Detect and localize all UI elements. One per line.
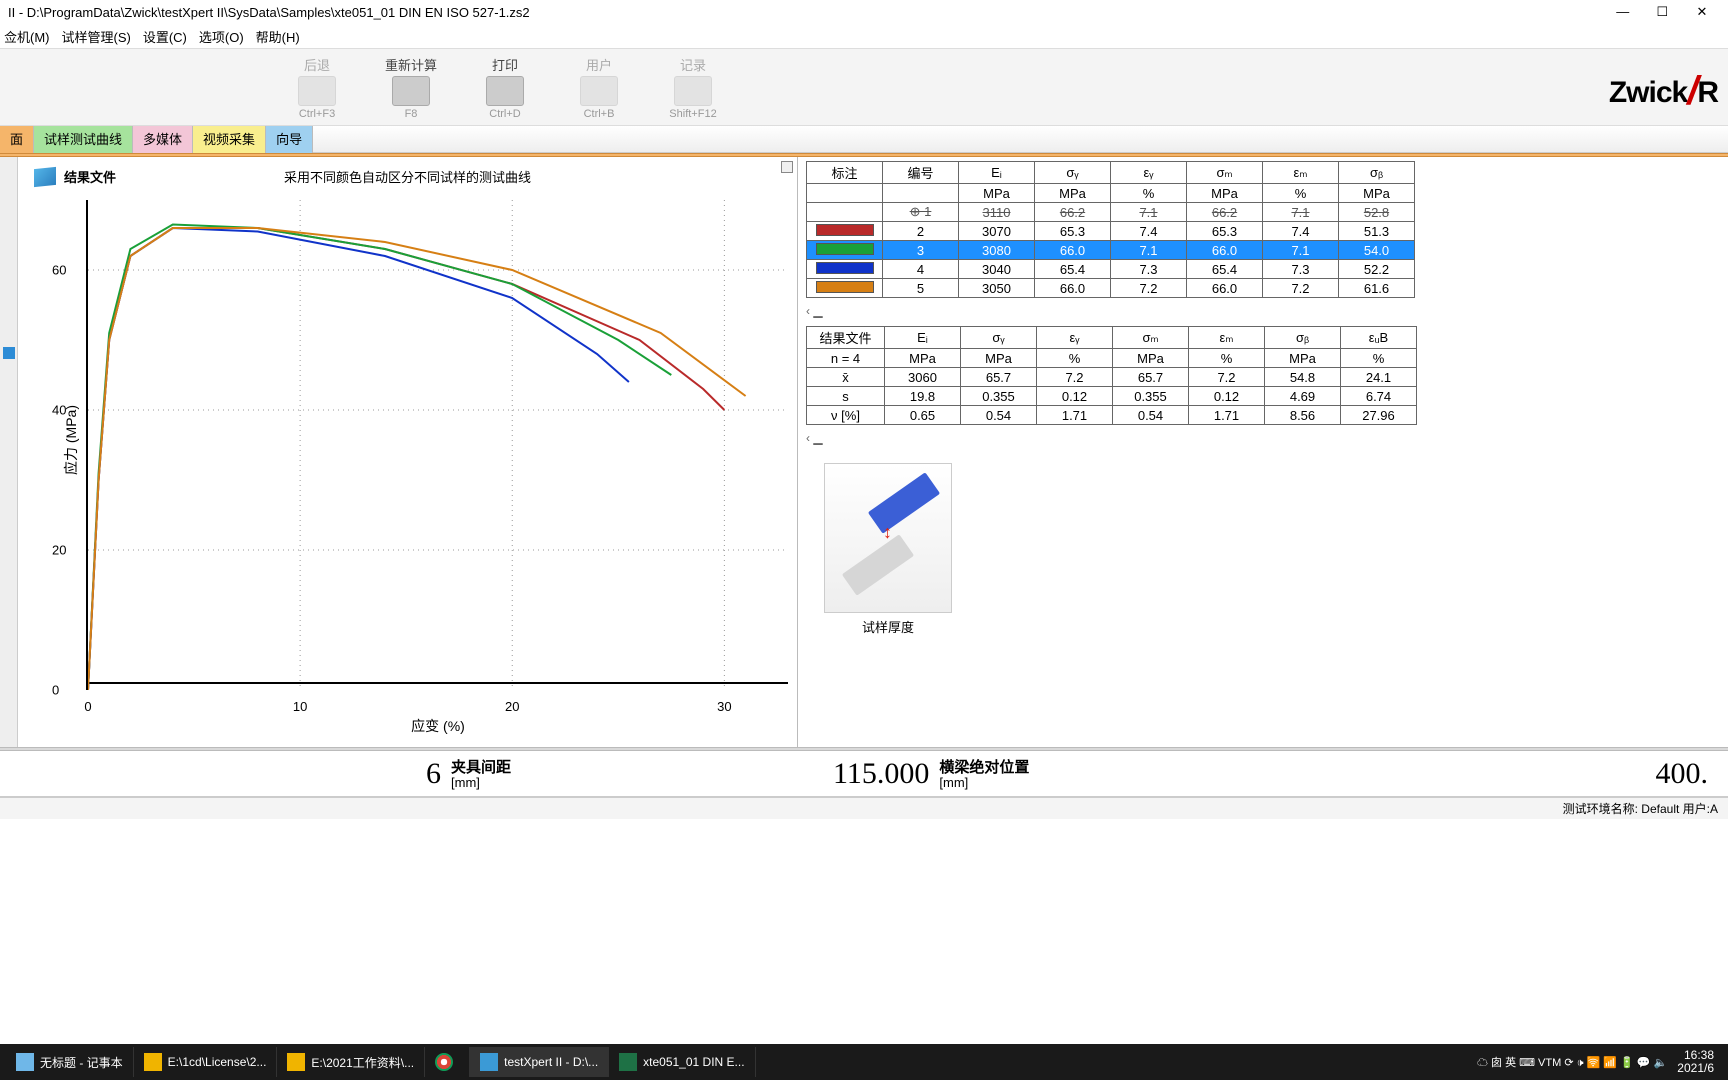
menu-item[interactable]: 设置(C) xyxy=(143,27,187,46)
x-tick-label: 30 xyxy=(717,699,731,714)
taskbar-item[interactable]: E:\1cd\License\2... xyxy=(134,1047,278,1077)
x-tick-label: 20 xyxy=(505,699,519,714)
toolbar-button: 用户Ctrl+B xyxy=(552,55,646,120)
tab[interactable]: 面 xyxy=(0,126,34,153)
tab[interactable]: 视频采集 xyxy=(193,126,266,153)
status-text: 测试环境名称: Default 用户:A xyxy=(1563,802,1718,816)
marker-icon xyxy=(3,347,15,359)
grip-distance-label: 夹具间距 xyxy=(451,760,511,777)
table-row[interactable]: 5305066.07.266.07.261.6 xyxy=(807,279,1415,298)
y-axis xyxy=(80,200,88,690)
table-row[interactable]: ⊕ 1311066.27.166.27.152.8 xyxy=(807,203,1415,222)
toolbar-button: 记录Shift+F12 xyxy=(646,55,740,120)
chart-plot: 应力 (MPa) 应变 (%) 0204060 0102030 xyxy=(88,200,788,720)
specimen-bottom-icon xyxy=(842,534,914,595)
tab[interactable]: 试样测试曲线 xyxy=(34,126,133,153)
taskbar-item[interactable] xyxy=(425,1047,470,1077)
window-controls: — ☐ ✕ xyxy=(1605,4,1720,20)
grip-distance-value: 6 xyxy=(426,757,441,791)
curve xyxy=(88,228,746,690)
menubar: 佥机(M) 试样管理(S) 设置(C) 选项(O) 帮助(H) xyxy=(0,24,1728,48)
table-row[interactable]: 2307065.37.465.37.451.3 xyxy=(807,222,1415,241)
os-taskbar: 无标题 - 记事本E:\1cd\License\2...E:\2021工作资料\… xyxy=(0,1044,1728,1080)
minimize-button[interactable]: — xyxy=(1605,4,1641,19)
x-axis-title: 应变 (%) xyxy=(411,716,465,736)
scroll-indicator[interactable]: ‹ ▁ xyxy=(806,304,1728,318)
tabstrip: 面试样测试曲线多媒体视频采集向导 xyxy=(0,126,1728,153)
tab[interactable]: 向导 xyxy=(266,126,313,153)
taskbar-item[interactable]: 无标题 - 记事本 xyxy=(6,1047,134,1077)
crosshead-pos-block: 115.000 横梁绝对位置 [mm] xyxy=(833,757,1029,791)
curve xyxy=(88,225,671,691)
menu-item[interactable]: 试样管理(S) xyxy=(62,27,131,46)
y-tick-label: 60 xyxy=(52,263,66,278)
taskbar-item[interactable]: xte051_01 DIN E... xyxy=(609,1047,755,1077)
taskbar-item[interactable]: E:\2021工作资料\... xyxy=(277,1047,425,1077)
tab[interactable]: 多媒体 xyxy=(133,126,193,153)
workarea: 结果文件 采用不同颜色自动区分不同试样的测试曲线 应力 (MPa) 应变 (%)… xyxy=(0,157,1728,747)
specimen-preview[interactable]: ↕ xyxy=(824,463,952,613)
menu-item[interactable]: 帮助(H) xyxy=(256,27,300,46)
y-tick-label: 40 xyxy=(52,403,66,418)
curve xyxy=(88,228,629,690)
crosshead-pos-value: 115.000 xyxy=(833,757,929,791)
specimen-top-icon xyxy=(868,472,940,533)
results-table: 标注编号EᵢσᵧεᵧσₘεₘσᵦMPaMPa%MPa%MPa⊕ 1311066.… xyxy=(806,161,1415,298)
right-panel: 标注编号EᵢσᵧεᵧσₘεₘσᵦMPaMPa%MPa%MPa⊕ 1311066.… xyxy=(798,157,1728,747)
chart-panel: 结果文件 采用不同颜色自动区分不同试样的测试曲线 应力 (MPa) 应变 (%)… xyxy=(18,157,798,747)
close-button[interactable]: ✕ xyxy=(1684,4,1720,20)
toolbar-button: 后退Ctrl+F3 xyxy=(270,55,364,120)
footer-values: 6 夹具间距 [mm] 115.000 横梁绝对位置 [mm] 400. xyxy=(0,751,1728,797)
table-row: ν [%]0.650.541.710.541.718.5627.96 xyxy=(807,406,1417,425)
table-row: x̄306065.77.265.77.254.824.1 xyxy=(807,368,1417,387)
menu-item[interactable]: 佥机(M) xyxy=(4,27,50,46)
table-row[interactable]: 4304065.47.365.47.352.2 xyxy=(807,260,1415,279)
date: 2021/6 xyxy=(1677,1062,1714,1075)
curve xyxy=(88,228,724,690)
menu-item[interactable]: 选项(O) xyxy=(199,27,244,46)
y-tick-label: 20 xyxy=(52,543,66,558)
left-gutter xyxy=(0,157,18,747)
system-tray: ☁ 囱 英 ⌨ VTM ⟳ 🕩 🛜 📶 🔋 💬 🔈 16:38 2021/6 xyxy=(1477,1049,1722,1075)
scroll-indicator[interactable]: ‹ ▁ xyxy=(806,431,1728,445)
chart-title: 采用不同颜色自动区分不同试样的测试曲线 xyxy=(18,167,797,186)
stats-table: 结果文件EᵢσᵧεᵧσₘεₘσᵦεᵤBn = 4MPaMPa%MPa%MPa%x… xyxy=(806,326,1417,425)
window-title: II - D:\ProgramData\Zwick\testXpert II\S… xyxy=(8,5,530,20)
titlebar: II - D:\ProgramData\Zwick\testXpert II\S… xyxy=(0,0,1728,24)
y-tick-label: 0 xyxy=(52,683,59,698)
toolbar-button[interactable]: 重新计算F8 xyxy=(364,55,458,120)
toolbar-button[interactable]: 打印Ctrl+D xyxy=(458,55,552,120)
brand-logo: Zwick/R xyxy=(1609,67,1718,112)
right-value: 400. xyxy=(1656,757,1709,791)
grip-distance-unit: [mm] xyxy=(451,776,511,790)
tray-icons[interactable]: ☁ 囱 英 ⌨ VTM ⟳ 🕩 🛜 📶 🔋 💬 🔈 xyxy=(1477,1054,1667,1070)
taskbar-item[interactable]: testXpert II - D:\... xyxy=(470,1047,609,1077)
x-tick-label: 0 xyxy=(84,699,91,714)
toolbar: 后退Ctrl+F3重新计算F8打印Ctrl+D用户Ctrl+B记录Shift+F… xyxy=(0,48,1728,126)
grip-distance-block: 6 夹具间距 [mm] xyxy=(426,757,511,791)
maximize-button[interactable]: ☐ xyxy=(1644,4,1680,20)
x-tick-label: 10 xyxy=(293,699,307,714)
table-row[interactable]: 3308066.07.166.07.154.0 xyxy=(807,241,1415,260)
specimen-arrow-icon: ↕ xyxy=(883,522,892,543)
crosshead-pos-unit: [mm] xyxy=(939,776,1029,790)
table-row: s19.80.3550.120.3550.124.696.74 xyxy=(807,387,1417,406)
statusbar: 测试环境名称: Default 用户:A xyxy=(0,797,1728,819)
chart-svg xyxy=(88,200,788,690)
specimen-label: 试样厚度 xyxy=(806,617,970,636)
crosshead-pos-label: 横梁绝对位置 xyxy=(939,760,1029,777)
